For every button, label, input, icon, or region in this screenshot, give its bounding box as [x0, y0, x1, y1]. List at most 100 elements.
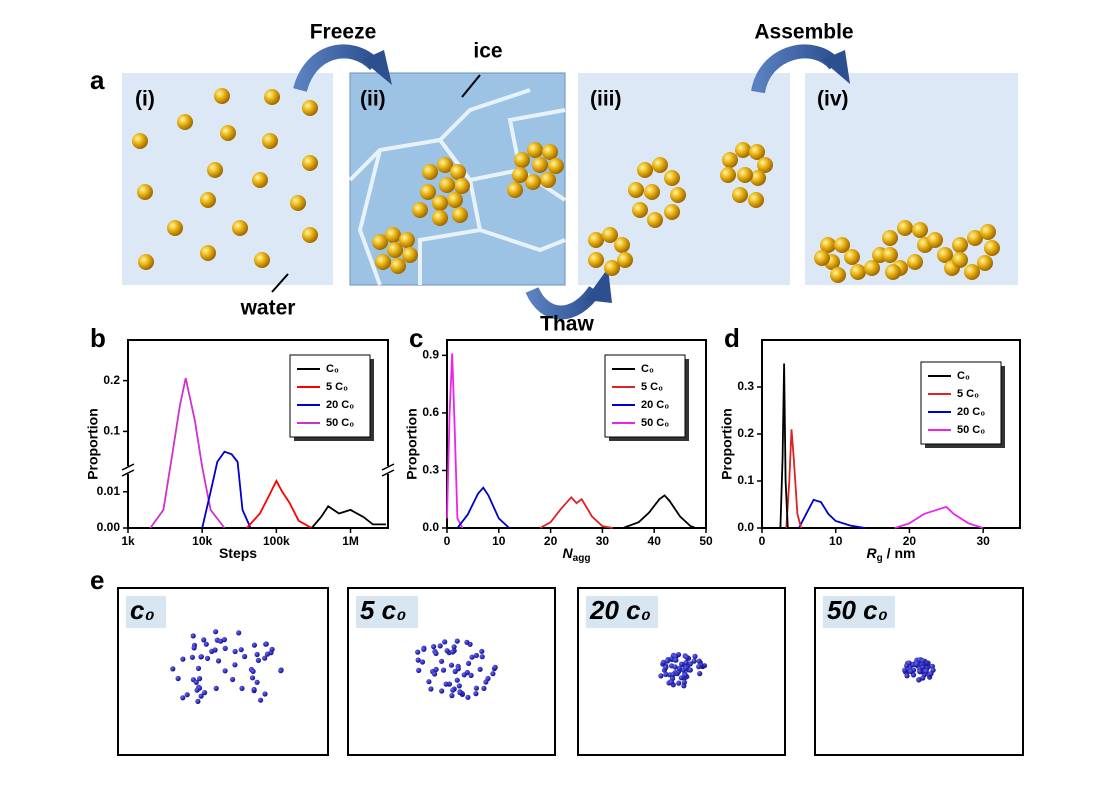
particle [483, 679, 489, 685]
gold-sphere [748, 192, 764, 208]
gold-sphere [514, 152, 530, 168]
series-line [201, 450, 252, 529]
particle [930, 667, 936, 673]
particle [439, 688, 445, 694]
particle [258, 697, 264, 703]
gold-sphere [614, 237, 630, 253]
x-axis-label-part: R [867, 545, 878, 561]
x-axis-label-part: Steps [219, 545, 257, 561]
ice-label: ice [473, 40, 502, 63]
gold-sphere [652, 157, 668, 173]
particle [464, 639, 470, 645]
legend-label: 5 C₀ [326, 381, 348, 393]
gold-sphere [432, 210, 448, 226]
particle [454, 677, 460, 683]
break-mark [121, 463, 135, 471]
axis-break [122, 466, 134, 474]
gold-sphere [647, 212, 663, 228]
snapshot-label: 20 c₀ [589, 595, 651, 625]
gold-sphere [952, 252, 968, 268]
legend-label: 50 C₀ [641, 417, 669, 429]
particle [415, 657, 421, 663]
particle [218, 638, 224, 644]
x-tick-label: 0 [759, 534, 766, 548]
gold-sphere [670, 187, 686, 203]
gold-sphere [604, 260, 620, 276]
gold-sphere [432, 195, 448, 211]
particle [232, 662, 238, 668]
gold-sphere [644, 184, 660, 200]
particle [479, 654, 485, 660]
gold-sphere [540, 172, 556, 188]
particle [668, 679, 675, 685]
x-tick-label: 100k [263, 534, 290, 548]
y-tick-label: 0.2 [737, 426, 754, 440]
particle [906, 660, 912, 666]
particle [203, 641, 209, 647]
particle [916, 677, 922, 683]
particle [190, 633, 196, 639]
arrow-head [362, 50, 392, 85]
break-mark [121, 469, 135, 477]
particle [263, 641, 269, 647]
particle [473, 652, 479, 659]
particle [222, 645, 228, 652]
chart: b 1k 10k 100k 1M 0.00 0.01 0.1 0.2 Proportion Step… [85, 323, 395, 561]
particle [682, 672, 688, 678]
gold-sphere [952, 237, 968, 253]
x-tick-label: 50 [699, 534, 713, 548]
gold-sphere [420, 184, 436, 200]
gold-sphere [664, 204, 680, 220]
particle [697, 671, 703, 677]
particle [180, 695, 186, 701]
particle [477, 666, 483, 672]
legend-label: 20 C₀ [326, 399, 354, 411]
particle [457, 690, 463, 696]
x-tick-label: 40 [648, 534, 662, 548]
x-tick-label: 30 [976, 534, 990, 548]
gold-sphere [628, 182, 644, 198]
panel-label: a [90, 65, 105, 95]
particle [197, 676, 203, 682]
gold-sphere [820, 237, 836, 253]
panel-label: c [409, 323, 423, 353]
break-mark [381, 463, 395, 471]
water-box [122, 73, 333, 285]
x-axis-label-part: g [877, 553, 883, 564]
particle [433, 650, 439, 657]
particle [209, 648, 215, 655]
gold-sphere [132, 133, 148, 149]
gold-sphere [200, 245, 216, 261]
gold-sphere [454, 178, 470, 194]
particle [184, 692, 190, 698]
gold-sphere [214, 88, 230, 104]
particle [448, 662, 455, 668]
pointer [271, 273, 289, 293]
axis-break [382, 466, 394, 474]
particle [432, 671, 438, 677]
gold-sphere [977, 255, 993, 271]
plot-frame [446, 339, 707, 529]
gold-sphere [980, 224, 996, 240]
y-axis-label: Proportion [85, 408, 101, 480]
x-tick-label: 20 [903, 534, 917, 548]
particle [658, 673, 664, 679]
gold-sphere [375, 254, 391, 270]
particle [673, 657, 679, 663]
gold-sphere [437, 157, 453, 173]
gold-sphere [527, 142, 543, 158]
snapshot-tag [823, 596, 895, 628]
particle [449, 693, 455, 699]
legend-label: C₀ [957, 370, 970, 382]
gold-sphere [732, 187, 748, 203]
particle [466, 660, 472, 667]
particle [242, 653, 248, 660]
particle [678, 675, 685, 681]
gold-sphere [864, 260, 880, 276]
gold-sphere [637, 162, 653, 178]
panel-label: e [90, 565, 104, 595]
particle [465, 694, 471, 700]
particle [262, 655, 268, 661]
gold-sphere [302, 100, 318, 116]
